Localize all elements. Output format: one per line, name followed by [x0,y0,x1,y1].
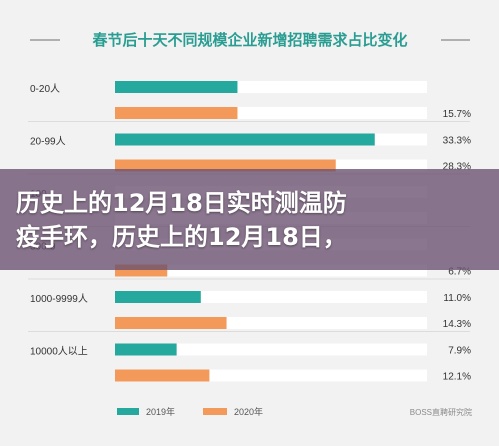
data-label: 11.0% [443,293,471,304]
bar-2019 [115,291,201,303]
data-label: 6.7% [448,267,471,278]
overlay-title-line-1: 历史上的12月18日实时测温防 [16,188,347,217]
source-label: BOSS直聘研究院 [410,407,472,417]
article-title-overlay: 历史上的12月18日实时测温防 疫手环，历史上的12月18日， [0,169,499,270]
data-label: 7.9% [448,346,471,357]
data-label: 12.1% [443,372,471,383]
legend-swatch-2020 [203,408,227,415]
category-label: 20-99人 [30,136,66,148]
bar-2019 [115,343,177,356]
legend-swatch-2019 [117,408,139,415]
bar-2020 [115,107,238,119]
category-label: 1000-9999人 [30,293,88,305]
legend-label-2019: 2019年 [146,406,175,417]
data-label: 15.7% [443,109,471,120]
category-label: 0-20人 [30,83,60,95]
overlay-title-line-2: 疫手环，历史上的12月18日， [16,222,347,251]
legend-label-2020: 2020年 [234,406,263,417]
data-label: 28.3% [443,162,471,173]
bar-2020 [115,159,336,172]
data-label: 14.3% [443,319,471,330]
bar-track [115,343,427,356]
data-label: 33.3% [443,136,471,147]
bar-2020 [115,369,210,382]
category-label: 10000人以上 [30,346,88,358]
bar-2020 [115,317,227,329]
chart-title: 春节后十天不同规模企业新增招聘需求占比变化 [92,31,407,49]
bar-2019 [115,133,375,146]
bar-2019 [115,81,238,93]
